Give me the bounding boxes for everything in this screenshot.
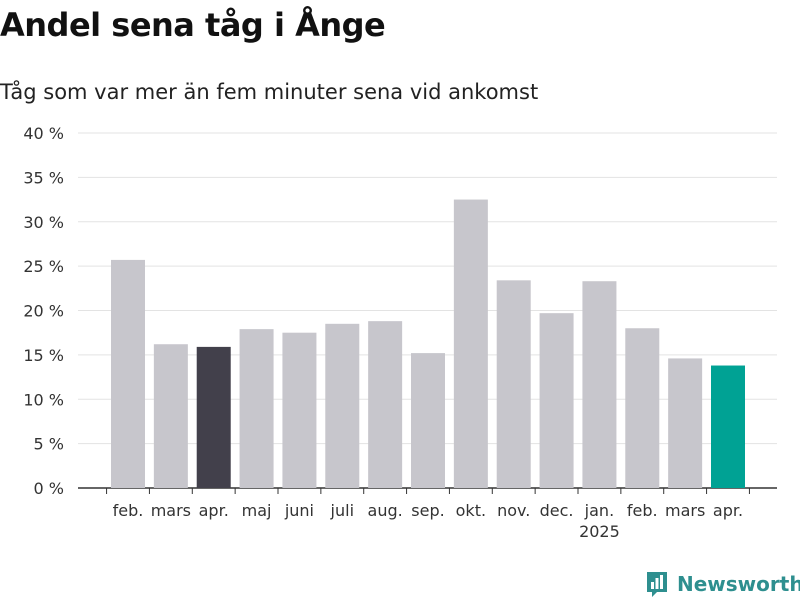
- x-tick-label: sep.: [411, 501, 444, 520]
- chart-title: Andel sena tåg i Ånge: [0, 6, 386, 44]
- bar: [539, 313, 574, 488]
- x-tick-label: dec.: [540, 501, 574, 520]
- bar: [196, 346, 231, 488]
- bar: [239, 329, 274, 488]
- y-tick-label: 5 %: [34, 435, 64, 454]
- x-tick-label: aug.: [368, 501, 403, 520]
- x-tick-label: mars: [151, 501, 191, 520]
- x-tick-label: maj: [242, 501, 272, 520]
- y-tick-label: 0 %: [34, 479, 64, 498]
- x-tick-label: feb.: [113, 501, 144, 520]
- bar: [411, 353, 445, 488]
- bar: [496, 280, 531, 488]
- x-tick-label: okt.: [456, 501, 486, 520]
- bar: [368, 321, 403, 488]
- chart-subtitle: Tåg som var mer än fem minuter sena vid …: [0, 80, 539, 104]
- bar: [582, 281, 617, 488]
- bar-chart: 0 % 5 % 10 % 15 % 20 % 25 % 30 % 35 % 40 % feb. ma…: [23, 124, 777, 541]
- x-tick-label: feb.: [627, 501, 658, 520]
- brand-logo: Newsworthy: [645, 568, 800, 600]
- newsworthy-logo-icon: [647, 572, 667, 597]
- bar: [325, 323, 360, 488]
- y-tick-label: 20 %: [23, 302, 64, 321]
- y-tick-label: 35 %: [23, 168, 64, 187]
- y-tick-label: 15 %: [23, 346, 64, 365]
- bar: [453, 199, 488, 488]
- bar: [282, 332, 317, 488]
- x-tick-label: nov.: [497, 501, 530, 520]
- x-tick-label: apr.: [713, 501, 743, 520]
- x-tick-label: mars: [665, 501, 705, 520]
- x-tick-label: jan.: [584, 501, 614, 520]
- y-tick-label: 10 %: [23, 390, 64, 409]
- x-tick-label: juni: [284, 501, 314, 520]
- x-tick-label: juli: [330, 501, 354, 520]
- bar: [153, 344, 188, 488]
- brand-name: Newsworthy: [677, 572, 800, 596]
- bar: [668, 358, 703, 488]
- y-tick-label: 40 %: [23, 124, 64, 143]
- x-year-label: 2025: [579, 522, 620, 541]
- bar: [111, 259, 145, 488]
- x-tick-label: apr.: [199, 501, 229, 520]
- bar: [711, 365, 745, 488]
- y-tick-label: 30 %: [23, 213, 64, 232]
- y-tick-label: 25 %: [23, 257, 64, 276]
- bar: [625, 328, 660, 488]
